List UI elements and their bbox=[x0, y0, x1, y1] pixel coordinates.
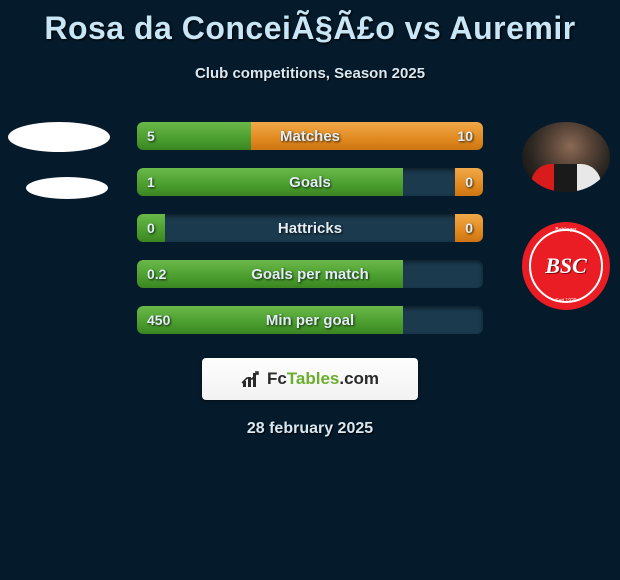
stat-row: 00Hattricks bbox=[137, 214, 483, 242]
club-initials: BSC bbox=[545, 255, 587, 277]
stat-label: Min per goal bbox=[137, 306, 483, 334]
subtitle: Club competitions, Season 2025 bbox=[0, 65, 620, 82]
comparison-panel: Bahlinger BSC Seit 1929 510Matches 10Goal… bbox=[0, 122, 620, 438]
player1-club-placeholder bbox=[26, 177, 108, 199]
date-line: 28 february 2025 bbox=[0, 420, 620, 438]
player2-club-logo: Bahlinger BSC Seit 1929 bbox=[522, 222, 610, 310]
page-title: Rosa da ConceiÃ§Ã£o vs Auremir bbox=[0, 0, 620, 47]
left-player-images bbox=[8, 122, 110, 224]
chart-icon bbox=[241, 370, 261, 388]
player2-avatar bbox=[522, 122, 610, 192]
club-ring-bottom: Seit 1929 bbox=[522, 298, 610, 304]
stat-row: 10Goals bbox=[137, 168, 483, 196]
right-player-images: Bahlinger BSC Seit 1929 bbox=[516, 122, 610, 310]
stat-row: 0.2Goals per match bbox=[137, 260, 483, 288]
stat-label: Matches bbox=[137, 122, 483, 150]
branding-box: FcTables.com bbox=[202, 358, 418, 400]
stat-row: 450Min per goal bbox=[137, 306, 483, 334]
club-ring-top: Bahlinger bbox=[522, 227, 610, 233]
stat-label: Goals bbox=[137, 168, 483, 196]
branding-text: FcTables.com bbox=[267, 369, 379, 389]
stat-row: 510Matches bbox=[137, 122, 483, 150]
stats-list: 510Matches 10Goals 00Hattricks 0.2Goals per… bbox=[137, 122, 483, 334]
player1-avatar-placeholder bbox=[8, 122, 110, 152]
stat-label: Goals per match bbox=[137, 260, 483, 288]
stat-label: Hattricks bbox=[137, 214, 483, 242]
